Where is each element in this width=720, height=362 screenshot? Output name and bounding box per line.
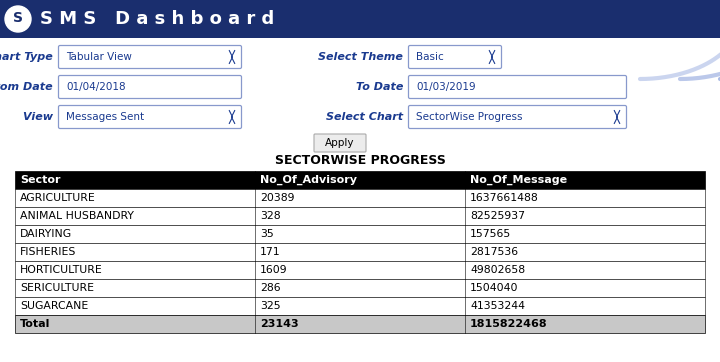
Bar [15, 189, 705, 207]
Text: Select Theme: Select Theme [318, 52, 407, 62]
Text: Apply: Apply [325, 138, 355, 148]
FancyBboxPatch shape [408, 76, 626, 98]
Text: 82525937: 82525937 [470, 211, 525, 221]
Text: 157565: 157565 [470, 229, 511, 239]
FancyBboxPatch shape [58, 76, 241, 98]
Text: SectorWise Progress: SectorWise Progress [416, 112, 523, 122]
Bar [15, 315, 705, 333]
Text: 41353244: 41353244 [470, 301, 525, 311]
Text: 325: 325 [260, 301, 281, 311]
Text: Tabular View: Tabular View [66, 52, 132, 62]
Text: No_Of_Message: No_Of_Message [470, 175, 567, 185]
Bar [15, 297, 705, 315]
Text: 171: 171 [260, 247, 281, 257]
Text: HORTICULTURE: HORTICULTURE [20, 265, 103, 275]
Circle shape [5, 6, 31, 32]
Bar [0, 0, 720, 38]
Text: 01/03/2019: 01/03/2019 [416, 82, 476, 92]
Text: Basic: Basic [416, 52, 444, 62]
Text: No_Of_Advisory: No_Of_Advisory [260, 175, 357, 185]
Text: S M S   D a s h b o a r d: S M S D a s h b o a r d [40, 10, 274, 28]
Text: S: S [13, 11, 23, 25]
Text: DAIRYING: DAIRYING [20, 229, 72, 239]
FancyBboxPatch shape [314, 134, 366, 152]
Text: 49802658: 49802658 [470, 265, 525, 275]
Bar [15, 171, 705, 189]
Text: 1504040: 1504040 [470, 283, 518, 293]
FancyBboxPatch shape [58, 46, 241, 68]
Bar [15, 279, 705, 297]
Text: To Date: To Date [356, 82, 407, 92]
Bar [15, 261, 705, 279]
Text: 328: 328 [260, 211, 281, 221]
Text: Messages Sent: Messages Sent [66, 112, 144, 122]
Text: Sector: Sector [20, 175, 60, 185]
Text: Chart Type: Chart Type [0, 52, 57, 62]
Text: FISHERIES: FISHERIES [20, 247, 76, 257]
FancyBboxPatch shape [58, 105, 241, 129]
Text: 23143: 23143 [260, 319, 299, 329]
Text: Select Chart: Select Chart [326, 112, 407, 122]
Bar [15, 207, 705, 225]
Text: 1637661488: 1637661488 [470, 193, 539, 203]
Text: 1815822468: 1815822468 [470, 319, 548, 329]
Text: Total: Total [20, 319, 50, 329]
Text: SUGARCANE: SUGARCANE [20, 301, 89, 311]
Text: SERICULTURE: SERICULTURE [20, 283, 94, 293]
Text: From Date: From Date [0, 82, 57, 92]
FancyBboxPatch shape [408, 46, 502, 68]
Text: AGRICULTURE: AGRICULTURE [20, 193, 96, 203]
Text: ANIMAL HUSBANDRY: ANIMAL HUSBANDRY [20, 211, 134, 221]
Text: 01/04/2018: 01/04/2018 [66, 82, 125, 92]
Bar [15, 225, 705, 243]
Text: 20389: 20389 [260, 193, 294, 203]
Text: 2817536: 2817536 [470, 247, 518, 257]
Bar [15, 243, 705, 261]
Text: SECTORWISE PROGRESS: SECTORWISE PROGRESS [274, 155, 446, 168]
FancyBboxPatch shape [408, 105, 626, 129]
Text: View: View [23, 112, 57, 122]
Text: 1609: 1609 [260, 265, 287, 275]
Text: 286: 286 [260, 283, 281, 293]
Text: 35: 35 [260, 229, 274, 239]
